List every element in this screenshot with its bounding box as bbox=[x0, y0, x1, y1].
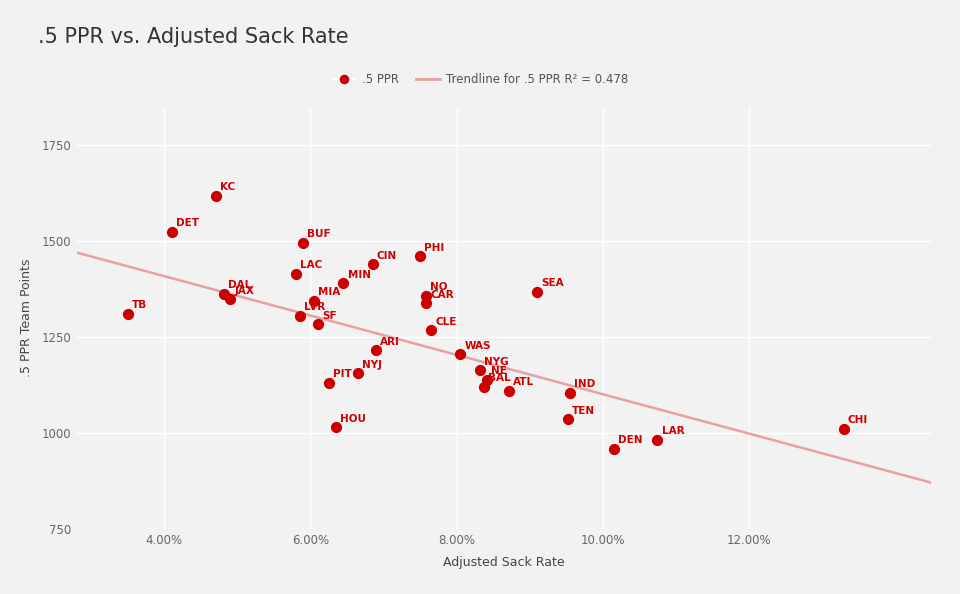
Point bbox=[419, 298, 434, 308]
Point bbox=[336, 279, 351, 288]
X-axis label: Adjusted Sack Rate: Adjusted Sack Rate bbox=[444, 555, 564, 568]
Text: ATL: ATL bbox=[514, 377, 535, 387]
Text: CIN: CIN bbox=[376, 251, 397, 261]
Point bbox=[472, 365, 488, 375]
Text: NYG: NYG bbox=[484, 357, 509, 366]
Point bbox=[350, 369, 366, 378]
Text: KC: KC bbox=[220, 182, 235, 192]
Point bbox=[365, 260, 380, 269]
Point bbox=[306, 296, 322, 305]
Text: LAR: LAR bbox=[661, 426, 684, 436]
Point bbox=[606, 444, 621, 454]
Text: DEN: DEN bbox=[617, 435, 642, 446]
Text: MIN: MIN bbox=[348, 270, 371, 280]
Point bbox=[164, 227, 180, 236]
Text: MIA: MIA bbox=[319, 287, 341, 297]
Text: NE: NE bbox=[492, 366, 507, 377]
Text: .5 PPR vs. Adjusted Sack Rate: .5 PPR vs. Adjusted Sack Rate bbox=[38, 27, 349, 47]
Text: CHI: CHI bbox=[848, 415, 868, 425]
Text: DAL: DAL bbox=[228, 280, 252, 290]
Text: DET: DET bbox=[176, 218, 199, 228]
Point bbox=[310, 320, 325, 329]
Point bbox=[480, 375, 495, 385]
Text: HOU: HOU bbox=[340, 413, 366, 424]
Text: TEN: TEN bbox=[572, 406, 595, 416]
Legend: .5 PPR, Trendline for .5 PPR R² = 0.478: .5 PPR, Trendline for .5 PPR R² = 0.478 bbox=[327, 68, 633, 91]
Text: CAR: CAR bbox=[430, 290, 454, 299]
Point bbox=[476, 382, 492, 391]
Point bbox=[321, 378, 336, 388]
Point bbox=[223, 295, 238, 304]
Point bbox=[423, 326, 439, 335]
Text: CLE: CLE bbox=[435, 317, 457, 327]
Point bbox=[562, 388, 577, 397]
Text: ARI: ARI bbox=[380, 337, 400, 347]
Text: WAS: WAS bbox=[465, 340, 491, 350]
Text: LVR: LVR bbox=[303, 302, 324, 312]
Point bbox=[560, 415, 575, 424]
Text: PHI: PHI bbox=[424, 243, 444, 253]
Text: JAX: JAX bbox=[234, 286, 254, 296]
Text: SEA: SEA bbox=[541, 278, 564, 288]
Point bbox=[650, 435, 665, 444]
Text: NO: NO bbox=[430, 282, 447, 292]
Text: TB: TB bbox=[132, 301, 147, 311]
Point bbox=[369, 346, 384, 355]
Text: NYJ: NYJ bbox=[362, 360, 382, 370]
Point bbox=[328, 422, 344, 432]
Text: BAL: BAL bbox=[489, 373, 511, 383]
Point bbox=[217, 289, 232, 299]
Point bbox=[501, 386, 516, 396]
Y-axis label: .5 PPR Team Points: .5 PPR Team Points bbox=[20, 258, 34, 377]
Text: SF: SF bbox=[322, 311, 337, 321]
Point bbox=[208, 191, 224, 201]
Text: IND: IND bbox=[574, 379, 595, 389]
Text: LAC: LAC bbox=[300, 260, 323, 270]
Text: BUF: BUF bbox=[307, 229, 331, 239]
Point bbox=[288, 269, 303, 279]
Point bbox=[529, 287, 544, 296]
Point bbox=[120, 309, 135, 319]
Point bbox=[292, 311, 307, 321]
Point bbox=[836, 424, 852, 434]
Point bbox=[413, 252, 428, 261]
Point bbox=[452, 349, 468, 359]
Point bbox=[296, 238, 311, 248]
Text: PIT: PIT bbox=[333, 369, 351, 380]
Point bbox=[419, 291, 434, 301]
